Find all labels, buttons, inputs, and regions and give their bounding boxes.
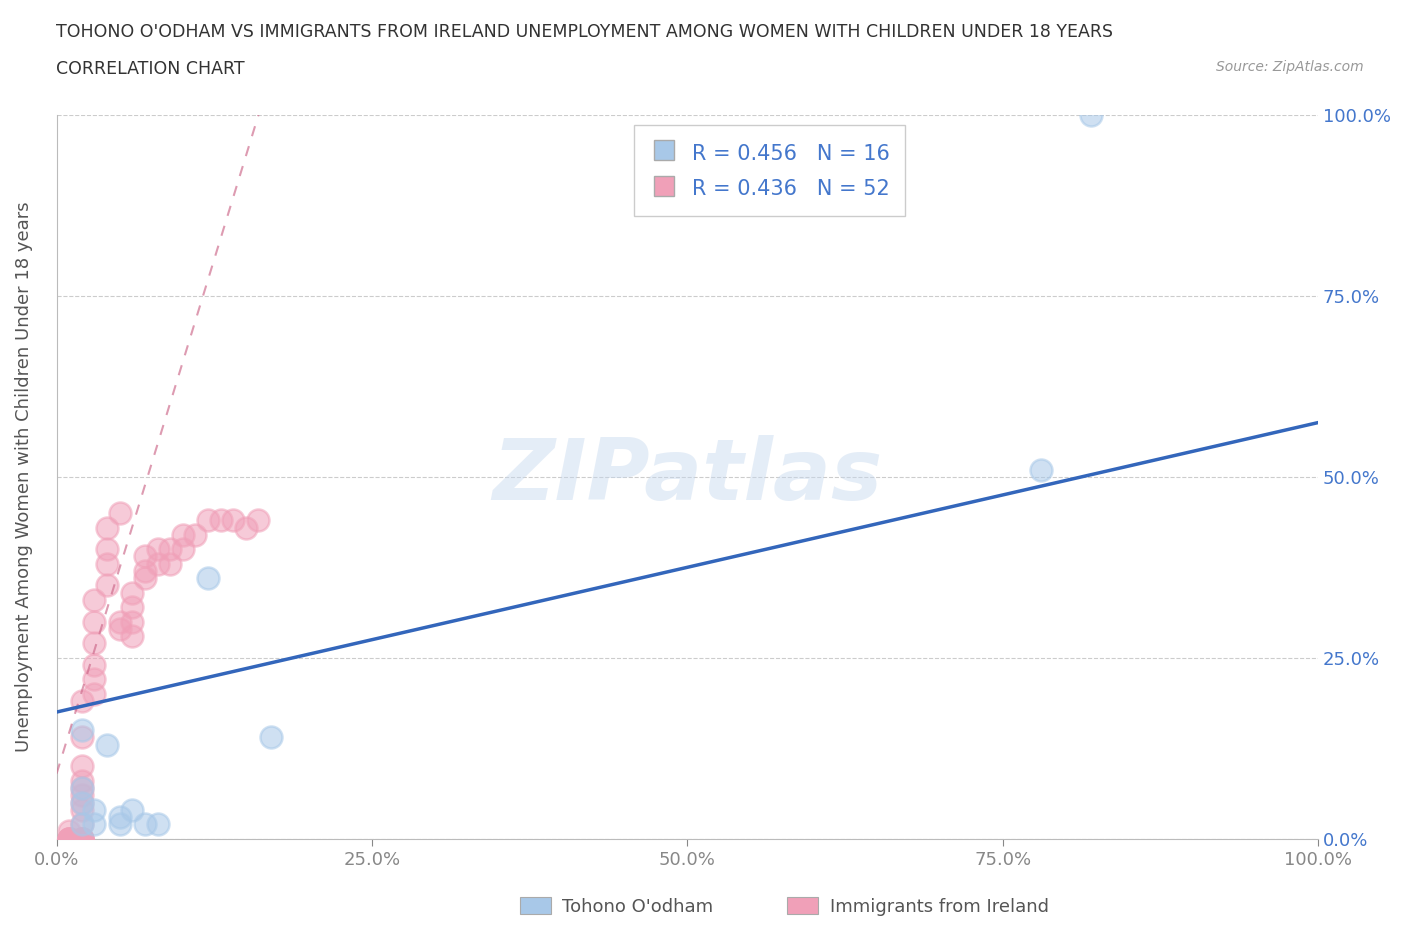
Point — [96, 542, 118, 557]
Text: TOHONO O'ODHAM VS IMMIGRANTS FROM IRELAND UNEMPLOYMENT AMONG WOMEN WITH CHILDREN: TOHONO O'ODHAM VS IMMIGRANTS FROM IRELAN… — [56, 23, 1114, 41]
Point — [70, 723, 93, 737]
Point — [70, 694, 93, 709]
Point — [70, 780, 93, 795]
Point — [96, 556, 118, 571]
Point — [58, 831, 80, 846]
Point — [70, 803, 93, 817]
Point — [146, 556, 169, 571]
Point — [134, 549, 156, 564]
Point — [70, 831, 93, 846]
Point — [209, 512, 232, 527]
Point — [96, 578, 118, 592]
Point — [197, 571, 219, 586]
Point — [83, 817, 105, 831]
Point — [70, 759, 93, 774]
Point — [83, 614, 105, 629]
Point — [159, 556, 181, 571]
Point — [70, 831, 93, 846]
Point — [58, 831, 80, 846]
Point — [121, 614, 143, 629]
Point — [108, 506, 131, 521]
Text: ZIPatlas: ZIPatlas — [492, 435, 883, 518]
Point — [172, 542, 194, 557]
Point — [58, 824, 80, 839]
Point — [172, 527, 194, 542]
Point — [70, 795, 93, 810]
Point — [1029, 462, 1052, 477]
Point — [70, 817, 93, 831]
Point — [83, 672, 105, 687]
Point — [134, 817, 156, 831]
Point — [83, 686, 105, 701]
Point — [260, 730, 283, 745]
Text: Immigrants from Ireland: Immigrants from Ireland — [830, 897, 1049, 916]
Point — [70, 831, 93, 846]
Point — [70, 795, 93, 810]
Point — [83, 803, 105, 817]
Point — [70, 817, 93, 831]
Point — [235, 520, 257, 535]
Point — [121, 585, 143, 600]
Point — [83, 636, 105, 651]
Point — [108, 817, 131, 831]
Point — [58, 831, 80, 846]
Point — [58, 831, 80, 846]
Point — [121, 803, 143, 817]
Point — [108, 614, 131, 629]
Legend: R = 0.456   N = 16, R = 0.436   N = 52: R = 0.456 N = 16, R = 0.436 N = 52 — [634, 126, 905, 216]
Point — [222, 512, 245, 527]
Point — [96, 520, 118, 535]
Point — [134, 564, 156, 578]
Point — [121, 600, 143, 615]
Point — [247, 512, 270, 527]
Point — [146, 542, 169, 557]
Point — [184, 527, 207, 542]
Point — [197, 512, 219, 527]
Point — [96, 737, 118, 752]
Point — [146, 817, 169, 831]
Text: Tohono O'odham: Tohono O'odham — [562, 897, 713, 916]
Text: CORRELATION CHART: CORRELATION CHART — [56, 60, 245, 78]
Point — [83, 592, 105, 607]
Point — [70, 774, 93, 789]
Point — [121, 629, 143, 644]
Point — [70, 831, 93, 846]
Point — [70, 780, 93, 795]
Point — [159, 542, 181, 557]
Point — [108, 809, 131, 824]
Point — [70, 730, 93, 745]
Point — [70, 788, 93, 803]
Point — [1080, 108, 1102, 123]
Point — [70, 831, 93, 846]
Point — [83, 658, 105, 672]
Y-axis label: Unemployment Among Women with Children Under 18 years: Unemployment Among Women with Children U… — [15, 202, 32, 752]
Text: Source: ZipAtlas.com: Source: ZipAtlas.com — [1216, 60, 1364, 74]
Point — [134, 571, 156, 586]
Point — [58, 831, 80, 846]
Point — [108, 621, 131, 636]
